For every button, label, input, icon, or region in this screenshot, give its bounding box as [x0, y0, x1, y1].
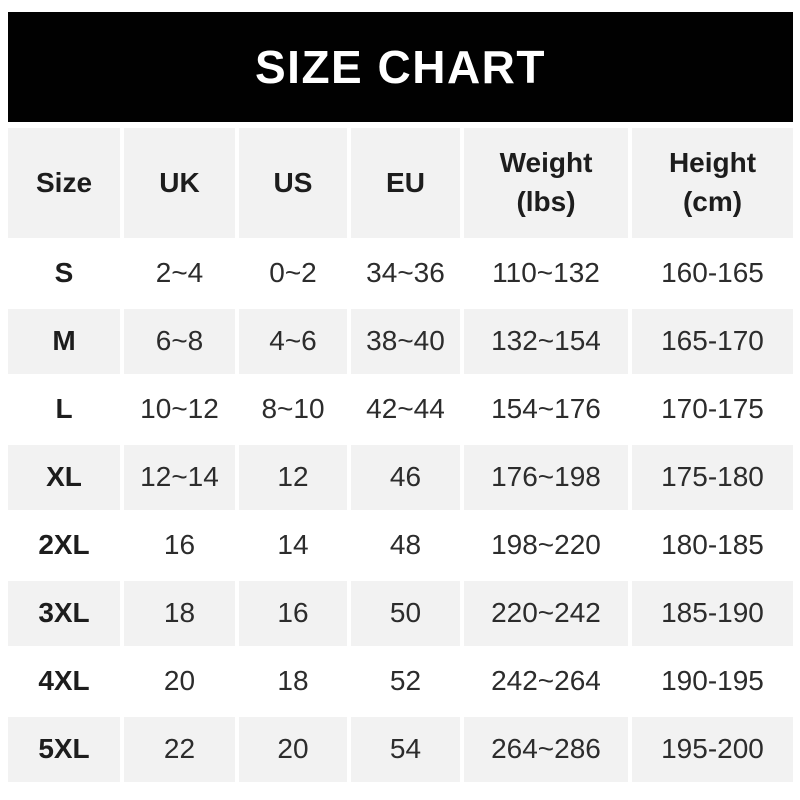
us-cell: 12 — [239, 445, 347, 510]
uk-cell: 10~12 — [124, 377, 235, 442]
weight-cell: 110~132 — [464, 241, 628, 306]
size-cell: S — [8, 241, 120, 306]
weight-cell: 132~154 — [464, 309, 628, 374]
size-cell: XL — [8, 445, 120, 510]
eu-cell: 54 — [351, 717, 460, 782]
header-label: Weight — [499, 147, 593, 179]
us-cell: 0~2 — [239, 241, 347, 306]
weight-cell: 198~220 — [464, 513, 628, 578]
size-cell: L — [8, 377, 120, 442]
header-cell-uk: UK — [124, 128, 235, 238]
eu-cell: 48 — [351, 513, 460, 578]
header-cell-eu: EU — [351, 128, 460, 238]
us-cell: 14 — [239, 513, 347, 578]
height-cell: 160-165 — [632, 241, 793, 306]
height-cell: 165-170 — [632, 309, 793, 374]
header-label: Height — [668, 147, 757, 179]
uk-cell: 2~4 — [124, 241, 235, 306]
uk-cell: 20 — [124, 649, 235, 714]
eu-cell: 42~44 — [351, 377, 460, 442]
height-cell: 180-185 — [632, 513, 793, 578]
us-cell: 20 — [239, 717, 347, 782]
header-label: UK — [159, 166, 200, 198]
page-title: SIZE CHART — [255, 41, 546, 93]
eu-cell: 50 — [351, 581, 460, 646]
header-cell-size: Size — [8, 128, 120, 238]
uk-cell: 12~14 — [124, 445, 235, 510]
us-cell: 16 — [239, 581, 347, 646]
height-cell: 195-200 — [632, 717, 793, 782]
header-cell-weight: Weight (lbs) — [464, 128, 628, 238]
eu-cell: 38~40 — [351, 309, 460, 374]
weight-cell: 264~286 — [464, 717, 628, 782]
weight-cell: 154~176 — [464, 377, 628, 442]
size-cell: M — [8, 309, 120, 374]
uk-cell: 18 — [124, 581, 235, 646]
height-cell: 190-195 — [632, 649, 793, 714]
size-chart-table: Size UK US EU Weight (lbs) Height (cm) S 2… — [8, 128, 793, 782]
height-cell: 185-190 — [632, 581, 793, 646]
uk-cell: 6~8 — [124, 309, 235, 374]
weight-cell: 176~198 — [464, 445, 628, 510]
height-cell: 175-180 — [632, 445, 793, 510]
weight-cell: 242~264 — [464, 649, 628, 714]
header-sublabel: (cm) — [682, 186, 743, 217]
eu-cell: 46 — [351, 445, 460, 510]
eu-cell: 52 — [351, 649, 460, 714]
header-cell-height: Height (cm) — [632, 128, 793, 238]
uk-cell: 16 — [124, 513, 235, 578]
uk-cell: 22 — [124, 717, 235, 782]
size-cell: 5XL — [8, 717, 120, 782]
weight-cell: 220~242 — [464, 581, 628, 646]
us-cell: 18 — [239, 649, 347, 714]
header-label: EU — [386, 166, 425, 198]
size-cell: 3XL — [8, 581, 120, 646]
header-label: US — [273, 166, 313, 198]
height-cell: 170-175 — [632, 377, 793, 442]
header-label: Size — [35, 166, 93, 198]
size-cell: 4XL — [8, 649, 120, 714]
header-sublabel: (lbs) — [516, 186, 576, 217]
size-cell: 2XL — [8, 513, 120, 578]
us-cell: 8~10 — [239, 377, 347, 442]
eu-cell: 34~36 — [351, 241, 460, 306]
size-chart-banner: SIZE CHART — [8, 12, 793, 122]
header-cell-us: US — [239, 128, 347, 238]
us-cell: 4~6 — [239, 309, 347, 374]
